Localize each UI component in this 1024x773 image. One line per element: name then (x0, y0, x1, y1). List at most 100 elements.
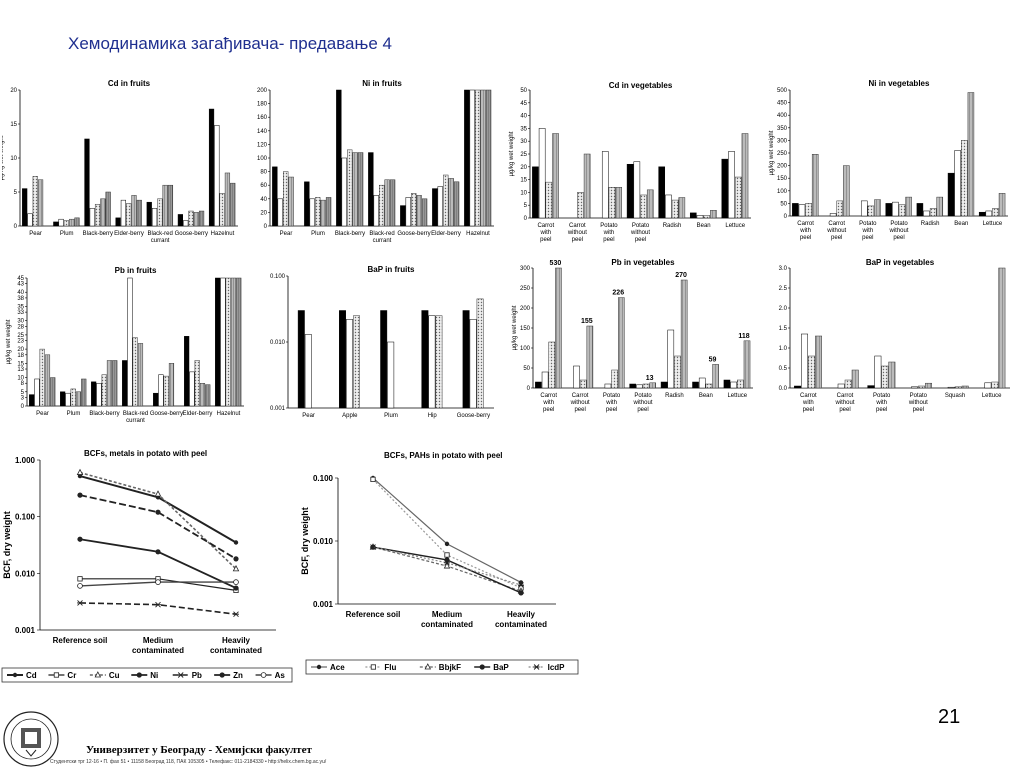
bar (851, 369, 859, 389)
x-tick-label: Heavily (222, 636, 251, 645)
bar (947, 172, 955, 217)
bar (352, 152, 358, 227)
point (177, 672, 184, 678)
point (233, 585, 239, 591)
y-tick-label: 30 (17, 319, 24, 325)
bar (347, 149, 353, 227)
y-tick-label: 10 (10, 156, 17, 162)
chart-svg: BCFs, PAHs in potato with peel BCF, dry w… (300, 451, 579, 675)
chart-svg: BCFs, metals in potato with peel BCF, dry… (1, 449, 293, 683)
series-icdp (370, 544, 524, 588)
point (155, 579, 161, 585)
chart-svg: Ni in vegetables µg/kg wet weight 0 50 100 15… (769, 79, 1008, 241)
y-tick-label: 20 (10, 88, 17, 94)
y-tick-label: 10 (520, 190, 527, 196)
x-tick-label: Hip (428, 413, 438, 419)
point (233, 540, 239, 545)
y-axis-label: µg/kg wet weight (2, 135, 5, 180)
y-tick-label: 50 (780, 201, 787, 207)
bar (428, 315, 436, 409)
y-tick-label: 140 (257, 129, 268, 135)
bar (380, 310, 388, 409)
bar (689, 212, 697, 219)
x-tick-label: without (632, 400, 652, 406)
bar (843, 165, 850, 217)
y-tick-label: 300 (777, 138, 788, 144)
bar (734, 176, 742, 219)
x-tick-label: peel (803, 407, 814, 413)
y-tick-label: 0 (524, 216, 528, 222)
x-tick-label: Plum (311, 231, 325, 237)
bar (81, 378, 87, 407)
bar (805, 203, 812, 217)
bar (604, 383, 612, 389)
legend: Ace Flu BbjkF BaP IcdP (305, 659, 579, 675)
data-label: 155 (581, 318, 593, 325)
bar (998, 267, 1006, 389)
bar (611, 369, 618, 389)
bar (136, 199, 142, 227)
series-line (79, 471, 237, 570)
bar (50, 377, 56, 407)
x-tick-label: peel (876, 407, 887, 413)
bar (215, 277, 221, 407)
x-tick-label: Carrot (540, 393, 557, 399)
y-tick-label: 5 (524, 203, 528, 209)
x-tick-label: Black-berry (83, 231, 113, 237)
bar (545, 181, 553, 219)
chart-title: Pb in fruits (115, 266, 157, 275)
point (53, 672, 60, 678)
x-tick-label: peel (635, 237, 646, 243)
legend-label: As (275, 671, 286, 680)
bar (432, 188, 438, 227)
x-tick-label: currant (126, 418, 145, 424)
x-tick-label: without (908, 400, 928, 406)
bar (892, 201, 899, 217)
y-tick-label: 15 (17, 361, 24, 367)
y-tick-label: 180 (257, 102, 268, 108)
x-tick-label: without (834, 400, 854, 406)
bar (115, 217, 121, 227)
bar (721, 158, 729, 219)
x-tick-label: peel (839, 407, 850, 413)
bar (168, 363, 175, 407)
bar (106, 360, 113, 407)
y-axis-label: µg/kg wet weight (769, 130, 775, 175)
x-tick-label: Black-berry (89, 411, 119, 417)
bar (480, 89, 486, 227)
point (76, 468, 84, 475)
y-tick-label: 1.0 (779, 346, 788, 352)
x-tick-label: Carrot (828, 221, 845, 227)
bar (898, 204, 906, 217)
bar (911, 386, 918, 389)
x-tick-label: contaminated (132, 646, 184, 655)
y-tick-label: 5 (14, 190, 18, 196)
bar (189, 371, 195, 407)
bar (469, 89, 475, 227)
bar (984, 382, 992, 389)
bar (741, 133, 749, 219)
y-tick-label: 13 (17, 367, 24, 373)
point (155, 549, 161, 555)
y-axis-label: BCF, dry weight (300, 507, 310, 575)
chart-title: BaP in fruits (368, 265, 416, 274)
x-tick-label: Hazelnut (211, 231, 235, 237)
y-tick-label: 20 (520, 165, 527, 171)
point (444, 560, 450, 566)
x-tick-label: Squash (945, 393, 965, 399)
bar (384, 179, 390, 227)
bar (658, 166, 666, 219)
x-tick-label: Potato (603, 393, 621, 399)
legend-item: As (255, 671, 286, 680)
series-line (372, 546, 522, 586)
x-tick-label: peel (574, 407, 585, 413)
bar (961, 140, 968, 217)
x-tick-label: Potato (873, 393, 891, 399)
y-tick-label: 0 (527, 386, 531, 392)
bar (96, 382, 102, 407)
y-tick-label: 0 (21, 404, 25, 410)
legend-label: IcdP (548, 663, 566, 672)
bar (32, 176, 38, 227)
point (370, 544, 376, 550)
bar (615, 187, 622, 219)
